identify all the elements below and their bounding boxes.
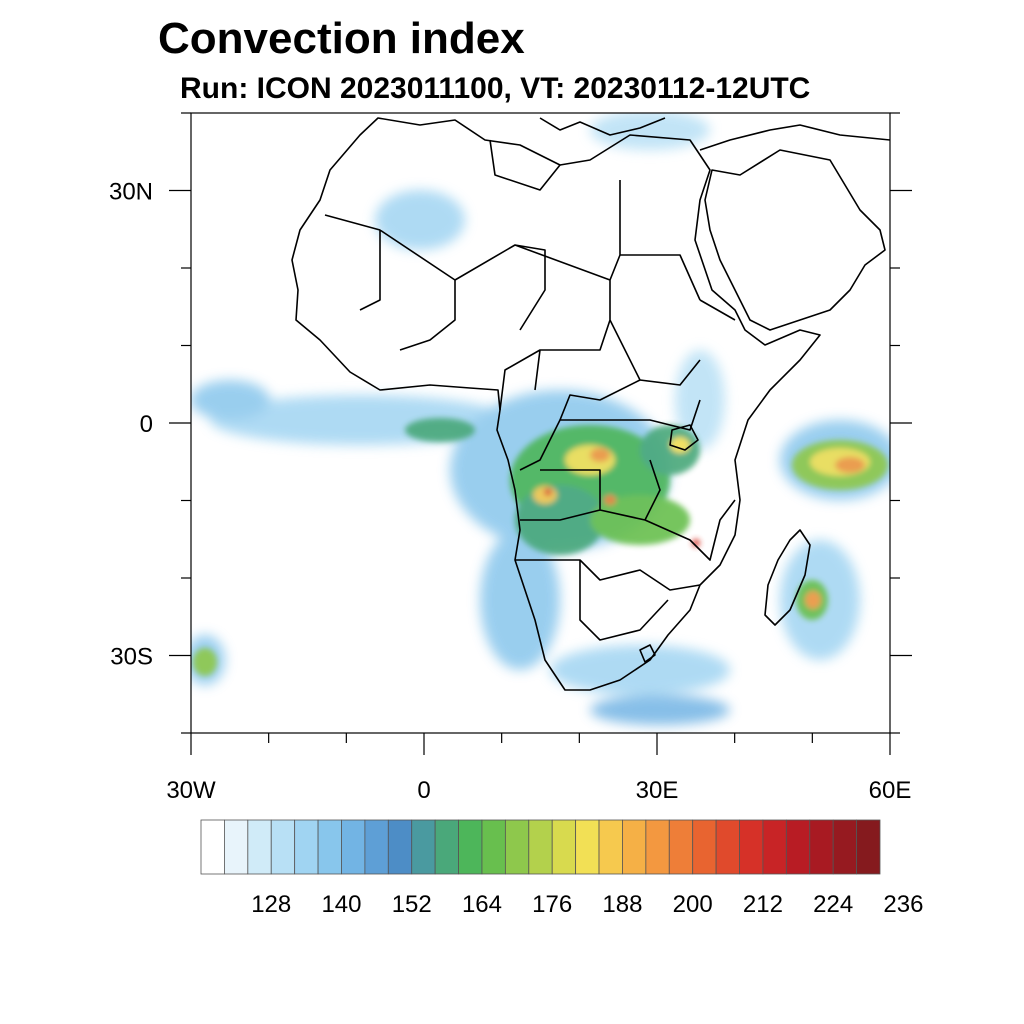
lat-label: 30S — [110, 644, 153, 671]
colorbar-label: 224 — [813, 891, 853, 918]
colorbar-swatch — [481, 819, 506, 875]
lon-label: 30W — [166, 777, 216, 804]
colorbar-swatch — [785, 819, 811, 875]
colorbar-label: 140 — [321, 891, 361, 918]
colorbar-swatch — [551, 819, 577, 875]
colorbar-label: 188 — [602, 891, 642, 918]
colorbar-label: 176 — [532, 891, 572, 918]
coastlines — [291, 117, 890, 691]
lat-label: 0 — [140, 411, 153, 438]
lake-victoria — [669, 424, 699, 451]
colorbar-swatch — [668, 819, 694, 875]
colorbar-swatch — [294, 819, 319, 875]
colorbar-swatch — [504, 819, 530, 875]
colorbar-label: 128 — [251, 891, 291, 918]
lat-label: 30N — [109, 179, 153, 206]
colorbar-swatch — [832, 819, 857, 875]
arabia-coastline — [704, 149, 886, 331]
axes: 30W 0 30E 60E 30N 0 30S — [109, 112, 912, 804]
colorbar-swatch — [341, 819, 366, 875]
colorbar-swatch — [645, 819, 670, 875]
colorbar-swatch — [739, 819, 764, 875]
colorbar-swatch — [458, 819, 483, 875]
madagascar-coastline — [764, 529, 811, 626]
colorbar-swatch — [809, 819, 834, 875]
colorbar-swatch — [364, 819, 389, 875]
colorbar-swatch — [317, 819, 342, 875]
colorbar-swatch — [247, 819, 272, 875]
africa-coastline — [291, 117, 821, 691]
colorbar-swatch — [224, 819, 249, 875]
colorbar-swatch — [762, 819, 787, 875]
colorbar-label: 236 — [883, 891, 923, 918]
colorbar-swatch — [622, 819, 647, 875]
lon-label: 30E — [636, 777, 679, 804]
lon-label: 60E — [869, 777, 912, 804]
colorbar-label: 152 — [392, 891, 432, 918]
colorbar-swatch — [434, 819, 459, 875]
colorbar-swatch — [575, 819, 600, 875]
colorbar: 128 140 152 164 176 188 200 212 224 236 — [200, 819, 923, 918]
chart-subtitle: Run: ICON 2023011100, VT: 20230112-12UTC — [180, 72, 811, 105]
colorbar-swatch — [598, 819, 623, 875]
colorbar-swatch — [528, 819, 553, 875]
colorbar-label: 200 — [673, 891, 713, 918]
convection-field — [191, 113, 890, 725]
colorbar-swatch — [692, 819, 717, 875]
colorbar-swatch — [200, 819, 225, 875]
chart-title: Convection index — [158, 14, 525, 63]
colorbar-swatch — [411, 819, 436, 875]
colorbar-swatch — [387, 819, 413, 875]
colorbar-swatch — [856, 819, 881, 875]
colorbar-swatch — [715, 819, 740, 875]
colorbar-swatch — [270, 819, 296, 875]
colorbar-label: 212 — [743, 891, 783, 918]
lon-label: 0 — [417, 777, 430, 804]
colorbar-label: 164 — [462, 891, 502, 918]
country-borders — [324, 139, 736, 641]
lesotho-border — [639, 644, 656, 663]
turkey-coastline — [699, 124, 890, 151]
europe-coastline — [539, 117, 666, 136]
